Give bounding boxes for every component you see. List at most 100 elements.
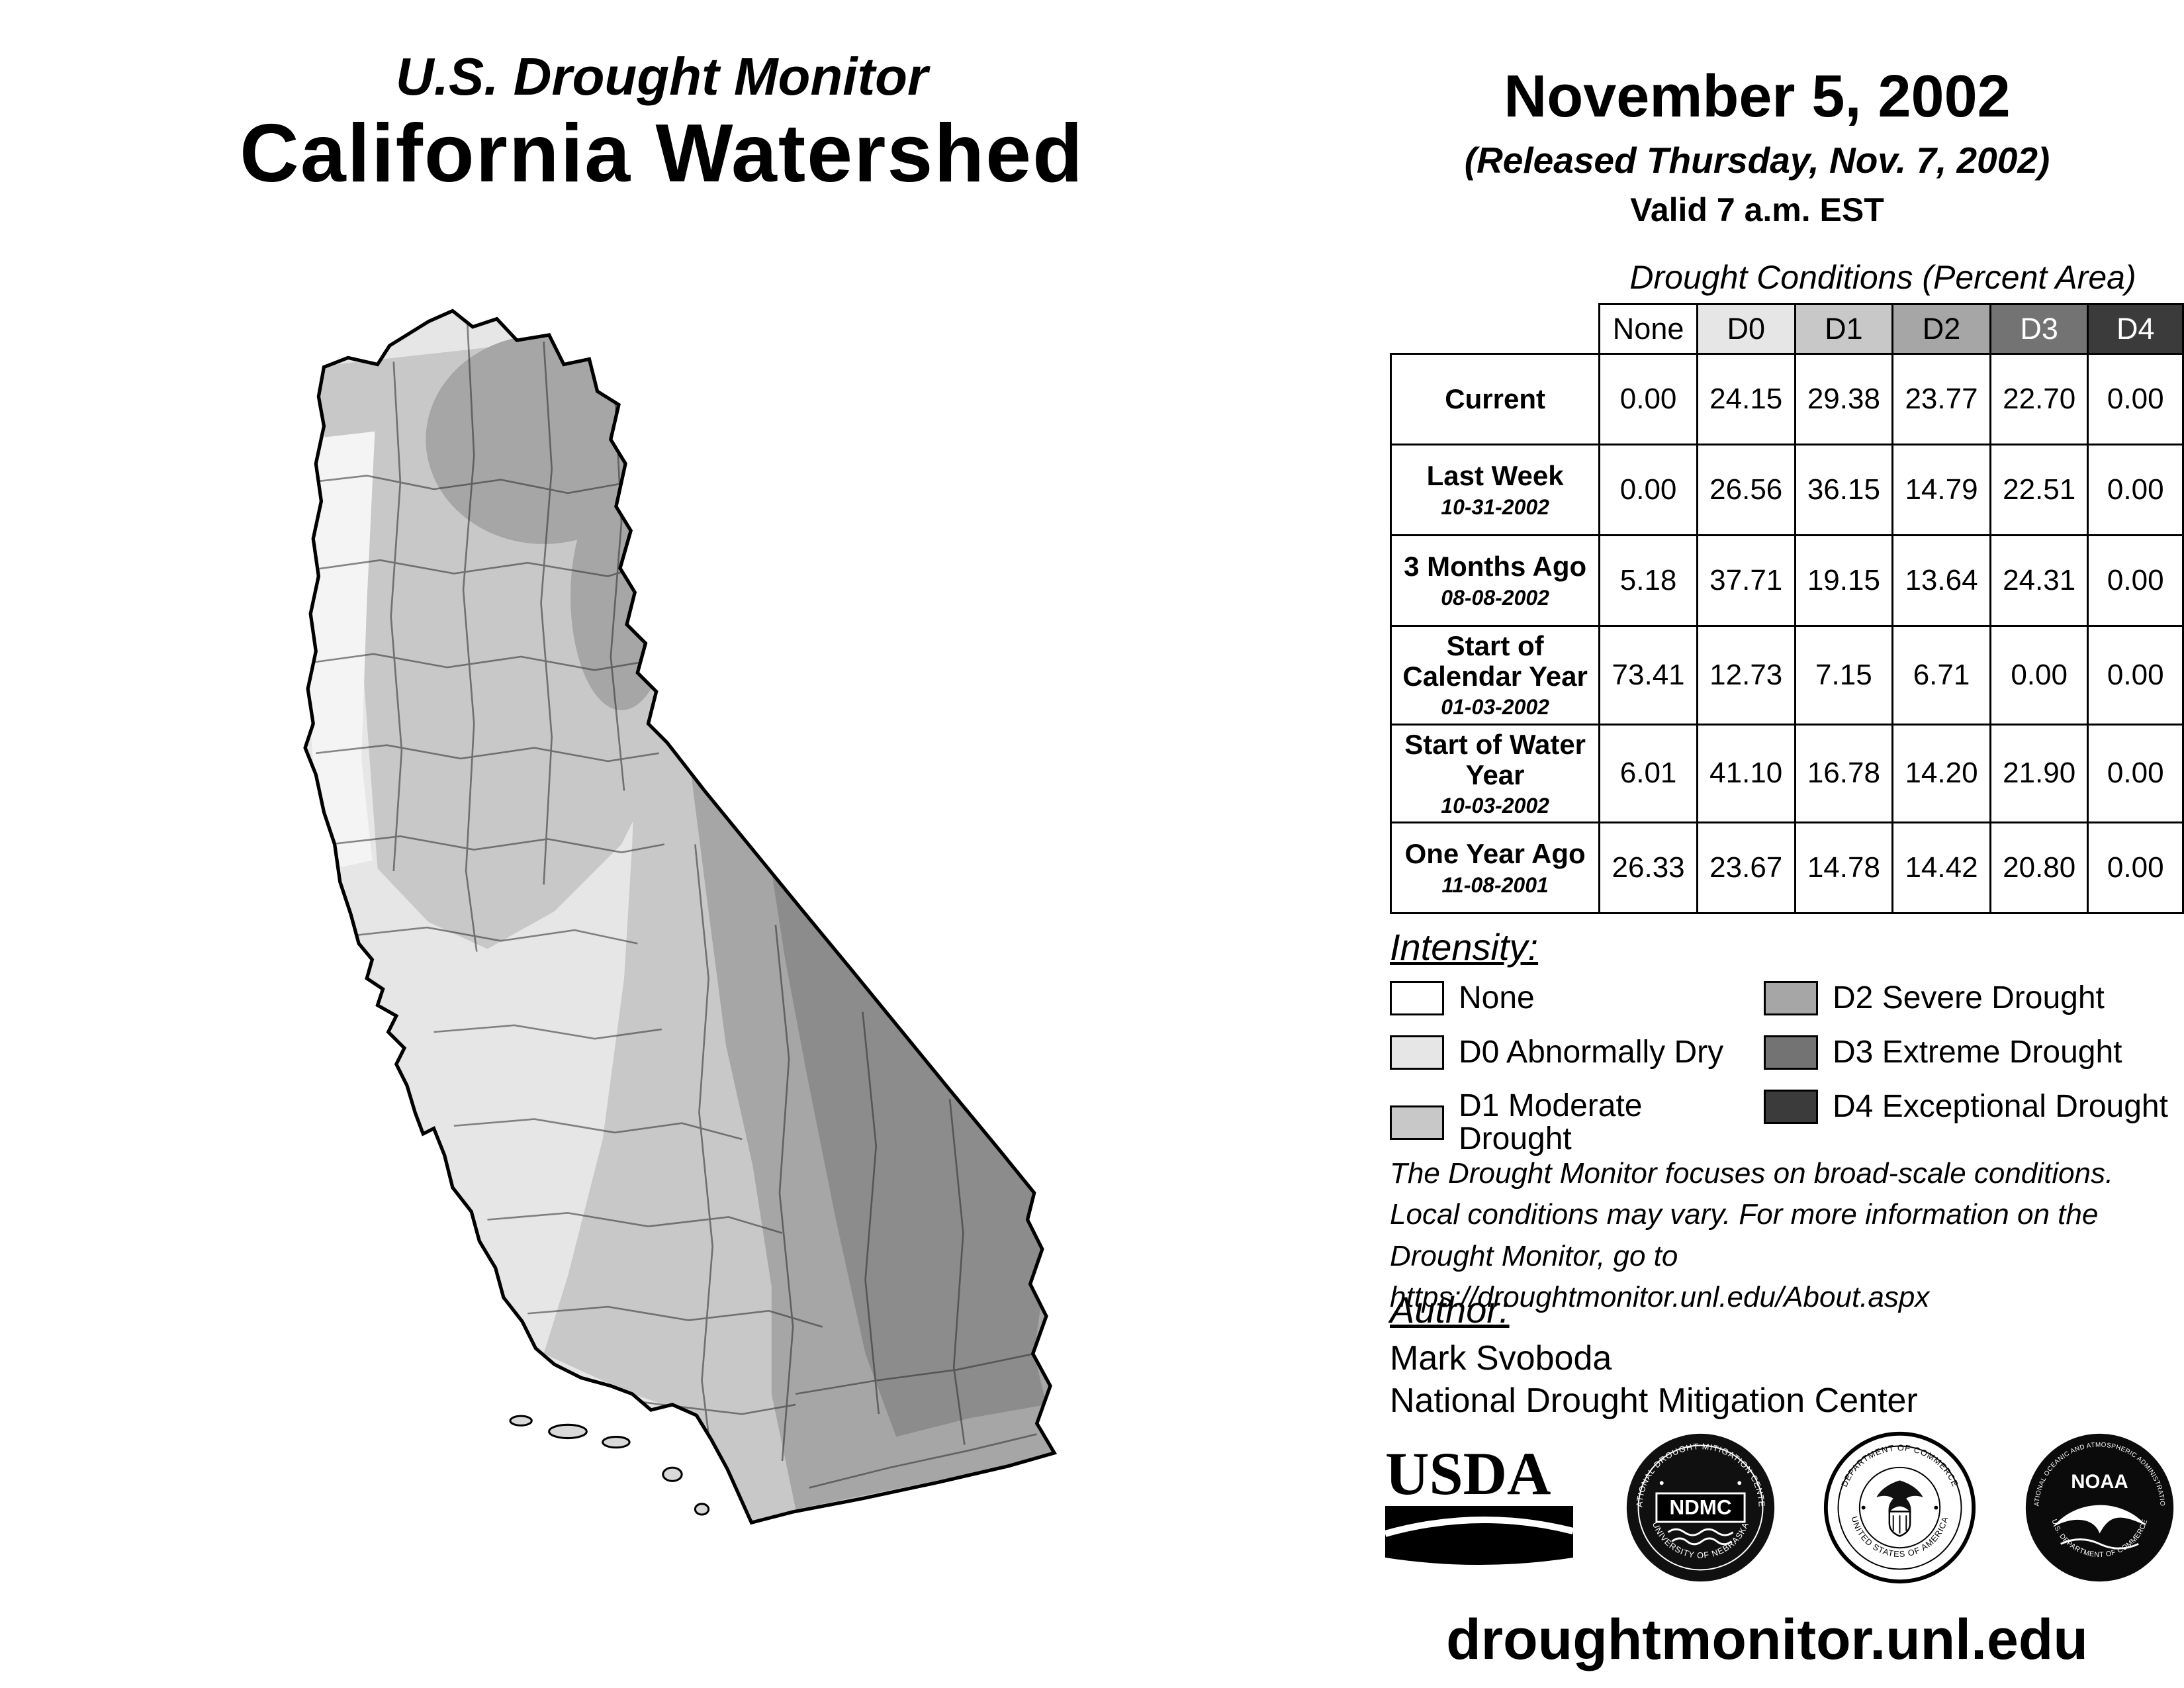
cell-value: 0.00: [1598, 353, 1698, 445]
noaa-seabird-icon: [2052, 1505, 2146, 1534]
cell-value: 73.41: [1598, 625, 1698, 726]
report-title: U.S. Drought Monitor: [395, 47, 929, 106]
cell-value: 13.64: [1891, 534, 1991, 627]
cell-value: 14.79: [1891, 444, 1991, 536]
column-header-d0: D0: [1696, 303, 1796, 355]
cell-value: 24.31: [1989, 534, 2089, 627]
cell-value: 5.18: [1598, 534, 1698, 627]
legend-swatch-d3: [1764, 1035, 1818, 1070]
svg-text:NDMC: NDMC: [1669, 1495, 1731, 1519]
map-region-d3-southeast: [771, 871, 1046, 1437]
legend-item-d0: D0 Abnormally Dry: [1390, 1035, 1764, 1070]
cell-value: 23.67: [1696, 821, 1796, 915]
column-header-d4: D4: [2087, 303, 2184, 355]
cell-value: 24.15: [1696, 353, 1796, 445]
legend-item-d3: D3 Extreme Drought: [1764, 1035, 2171, 1070]
intensity-legend: None D0 Abnormally Dry D1 Moderate Droug…: [1390, 981, 2171, 1156]
row-label: Last Week 10-31-2002: [1389, 444, 1601, 536]
cell-value: 0.00: [2087, 625, 2184, 726]
table-row-last-week: Last Week 10-31-2002 0.00 26.56 36.15 14…: [1389, 444, 2184, 536]
cell-value: 14.78: [1794, 821, 1894, 915]
cell-value: 22.70: [1989, 353, 2089, 445]
commerce-seal-logo: DEPARTMENT OF COMMERCE UNITED STATES OF …: [1824, 1431, 1976, 1584]
watershed-boundary-lines: [305, 321, 1038, 1489]
legend-swatch-d4: [1764, 1090, 1818, 1124]
cell-value: 6.71: [1891, 625, 1991, 726]
title-block: U.S. Drought Monitor California Watershe…: [165, 48, 1158, 199]
map-region-d2-northeast: [426, 335, 662, 544]
legend-item-d2: D2 Severe Drought: [1764, 981, 2171, 1015]
legend-item-none: None: [1390, 981, 1764, 1015]
cell-value: 0.00: [2087, 723, 2184, 824]
drought-conditions-table: None D0 D1 D2 D3 D4 Current 0.00 24.15 2…: [1389, 303, 2184, 915]
svg-text:NOAA: NOAA: [2071, 1471, 2128, 1493]
row-label: Current: [1389, 353, 1601, 445]
cell-value: 16.78: [1794, 723, 1894, 824]
table-row-one-year-ago: One Year Ago 11-08-2001 26.33 23.67 14.7…: [1389, 821, 2184, 915]
column-header-d3: D3: [1989, 303, 2089, 355]
column-header-d2: D2: [1891, 303, 1991, 355]
valid-time: Valid 7 a.m. EST: [1630, 191, 1884, 228]
table-row-current: Current 0.00 24.15 29.38 23.77 22.70 0.0…: [1389, 353, 2184, 445]
cell-value: 22.51: [1989, 444, 2089, 536]
column-header-d1: D1: [1794, 303, 1894, 355]
california-outline: [303, 308, 1058, 1525]
row-label: One Year Ago 11-08-2001: [1389, 821, 1601, 915]
table-corner-cell: [1391, 305, 1600, 354]
cell-value: 36.15: [1794, 444, 1894, 536]
cell-value: 14.42: [1891, 821, 1991, 915]
table-title: Drought Conditions (Percent Area): [1629, 259, 2136, 296]
noaa-logo: NATIONAL OCEANIC AND ATMOSPHERIC ADMINIS…: [2022, 1430, 2174, 1582]
report-date: November 5, 2002: [1504, 64, 2011, 130]
intensity-heading: Intensity:: [1390, 926, 1539, 968]
legend-item-d1: D1 Moderate Drought: [1390, 1089, 1764, 1156]
california-watershed-map: [303, 308, 1058, 1525]
cell-value: 0.00: [2087, 821, 2184, 915]
legend-swatch-d2: [1764, 981, 1818, 1015]
cell-value: 21.90: [1989, 723, 2089, 824]
legend-swatch-none: [1390, 981, 1444, 1015]
column-header-none: None: [1598, 303, 1698, 355]
cell-value: 26.56: [1696, 444, 1796, 536]
cell-value: 0.00: [1989, 625, 2089, 726]
row-label: Start of Water Year 10-03-2002: [1389, 723, 1601, 824]
svg-text:USDA: USDA: [1385, 1440, 1551, 1507]
legend-swatch-d1: [1390, 1105, 1444, 1141]
cell-value: 37.71: [1696, 534, 1796, 627]
author-organization: National Drought Mitigation Center: [1390, 1382, 1918, 1420]
cell-value: 41.10: [1696, 723, 1796, 824]
legend-column-right: D2 Severe Drought D3 Extreme Drought D4 …: [1764, 981, 2171, 1156]
legend-column-left: None D0 Abnormally Dry D1 Moderate Droug…: [1390, 981, 1764, 1156]
table-row-3-months-ago: 3 Months Ago 08-08-2002 5.18 37.71 19.15…: [1389, 534, 2184, 627]
table-row-start-calendar-year: Start of Calendar Year 01-03-2002 73.41 …: [1389, 625, 2184, 726]
cell-value: 23.77: [1891, 353, 1991, 445]
cell-value: 0.00: [2087, 534, 2184, 627]
author-name: Mark Svoboda: [1390, 1339, 1612, 1378]
ndmc-logo: NATIONAL DROUGHT MITIGATION CENTER UNIVE…: [1623, 1430, 1774, 1582]
cell-value: 29.38: [1794, 353, 1894, 445]
cell-value: 0.00: [2087, 353, 2184, 445]
cell-value: 7.15: [1794, 625, 1894, 726]
cell-value: 14.20: [1891, 723, 1991, 824]
cell-value: 12.73: [1696, 625, 1796, 726]
cell-value: 0.00: [2087, 444, 2184, 536]
legend-swatch-d0: [1390, 1035, 1444, 1070]
author-heading: Author:: [1390, 1289, 1510, 1331]
row-label: 3 Months Ago 08-08-2002: [1389, 534, 1601, 627]
disclaimer-text: The Drought Monitor focuses on broad-sca…: [1390, 1157, 2114, 1314]
usda-logo: USDA: [1384, 1440, 1574, 1565]
map-region-light-northwest-coast: [305, 431, 375, 868]
cell-value: 6.01: [1598, 723, 1698, 824]
table-header-row: None D0 D1 D2 D3 D4: [1391, 303, 2184, 355]
cell-value: 20.80: [1989, 821, 2089, 915]
channel-islands: [509, 1415, 710, 1516]
agency-logos: USDA NATIONAL DROUGHT MITIGATION CENTER …: [1380, 1430, 2177, 1585]
region-title: California Watershed: [240, 108, 1084, 199]
cell-value: 0.00: [1598, 444, 1698, 536]
row-label: Start of Calendar Year 01-03-2002: [1389, 625, 1601, 726]
cell-value: 19.15: [1794, 534, 1894, 627]
table-row-start-water-year: Start of Water Year 10-03-2002 6.01 41.1…: [1389, 723, 2184, 824]
legend-item-d4: D4 Exceptional Drought: [1764, 1090, 2171, 1124]
footer-url-link[interactable]: droughtmonitor.unl.edu: [1446, 1608, 2088, 1671]
